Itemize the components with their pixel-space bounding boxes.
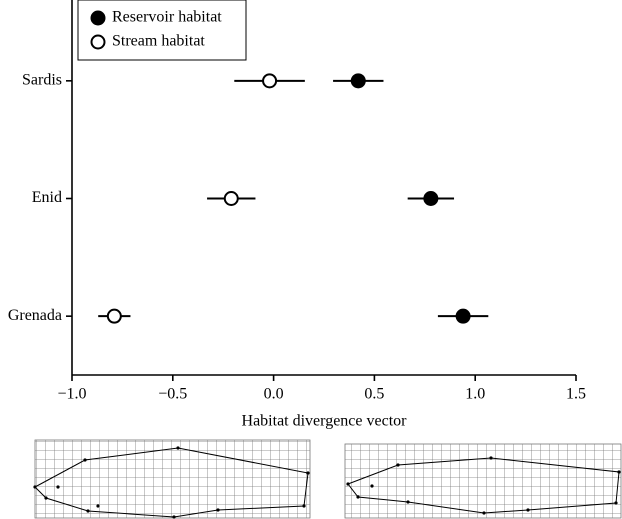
legend-label: Stream habitat bbox=[112, 33, 205, 50]
x-tick-label: 0.5 bbox=[364, 386, 384, 403]
x-tick-label: 1.5 bbox=[566, 386, 586, 403]
y-tick-label: Enid bbox=[32, 189, 62, 206]
dot bbox=[262, 73, 278, 89]
x-tick-label: −0.5 bbox=[158, 386, 187, 403]
y-tick-label: Sardis bbox=[22, 72, 62, 89]
x-tick-label: 0.0 bbox=[264, 386, 284, 403]
legend-box bbox=[77, 0, 247, 61]
dot bbox=[350, 73, 366, 89]
x-axis-label: Habitat divergence vector bbox=[242, 413, 408, 430]
shape-grid-left bbox=[33, 439, 311, 519]
legend-label: Reservoir habitat bbox=[112, 9, 222, 26]
x-tick-label: 1.0 bbox=[465, 386, 485, 403]
legend-marker bbox=[90, 34, 106, 50]
dot bbox=[106, 308, 122, 324]
x-tick-label: −1.0 bbox=[57, 386, 86, 403]
dot bbox=[423, 191, 439, 206]
y-tick-label: Grenada bbox=[8, 307, 62, 324]
shape-grid-right bbox=[344, 443, 622, 519]
legend-marker bbox=[90, 10, 106, 26]
dot bbox=[223, 191, 239, 206]
dot bbox=[455, 308, 471, 324]
